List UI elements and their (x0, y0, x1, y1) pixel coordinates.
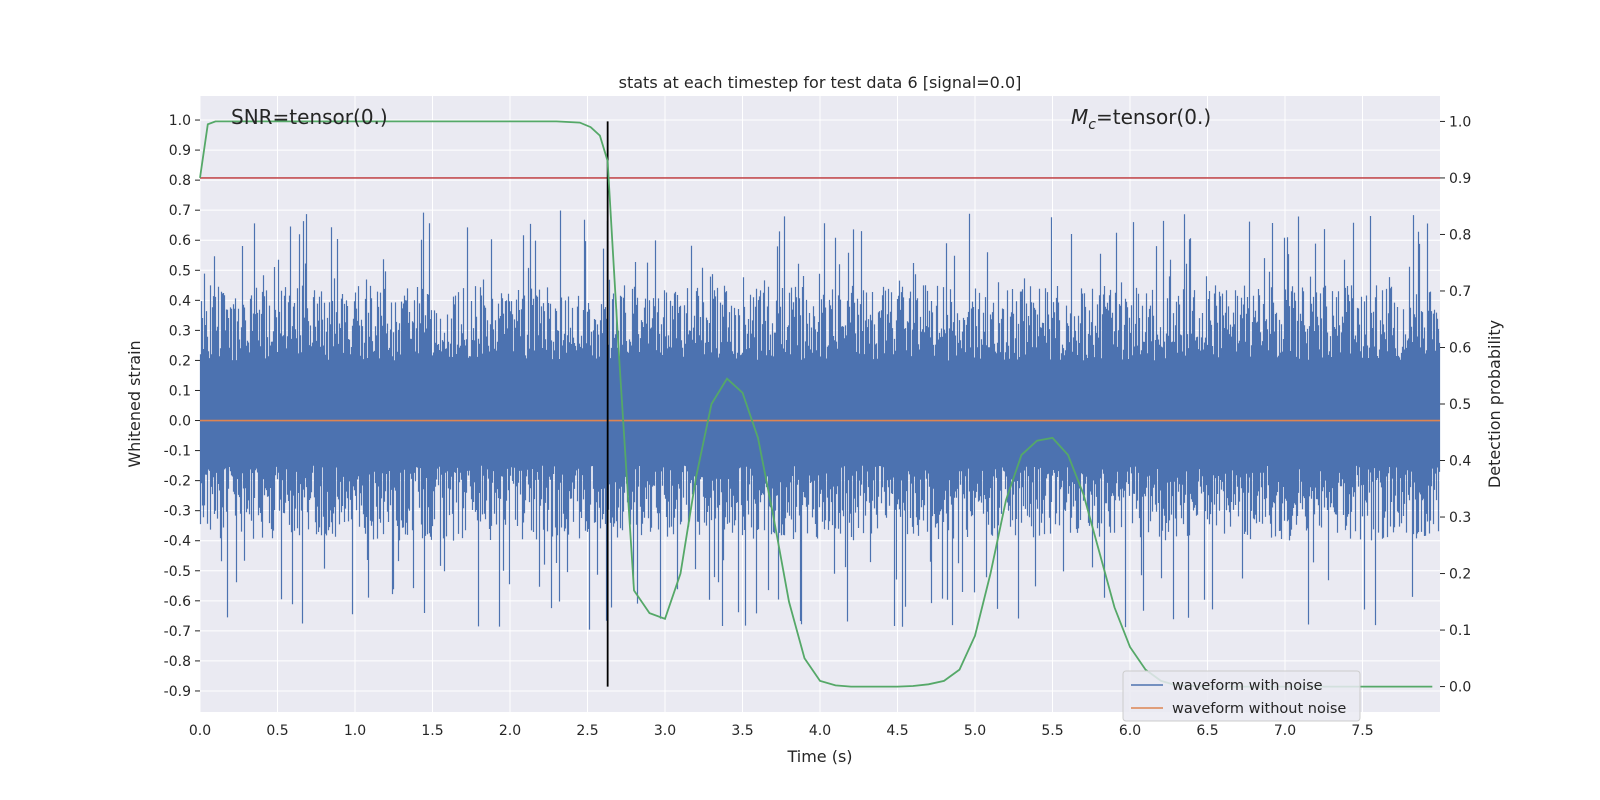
y2-axis-label: Detection probability (1485, 320, 1504, 488)
y2-tick-label: 0.9 (1449, 171, 1471, 187)
legend-label-noise: waveform with noise (1172, 678, 1323, 694)
y2-tick-label: 0.4 (1449, 454, 1471, 470)
y-tick-label: 0.6 (169, 233, 191, 249)
snr-annotation: SNR=tensor(0.) (231, 105, 388, 129)
x-tick-label: 1.5 (421, 723, 443, 739)
x-tick-label: 7.5 (1351, 723, 1373, 739)
y2-tick-label: 1.0 (1449, 114, 1471, 130)
x-tick-label: 1.0 (344, 723, 366, 739)
y-tick-label: -0.9 (164, 684, 191, 700)
y-axis-label: Whitened strain (125, 340, 144, 467)
legend-label-clean: waveform without noise (1172, 701, 1346, 717)
x-tick-label: 4.5 (886, 723, 908, 739)
x-tick-label: 4.0 (809, 723, 831, 739)
line-series (199, 120, 1440, 688)
y2-tick-label: 0.3 (1449, 510, 1471, 526)
legend-box (1122, 670, 1361, 722)
x-tick-label: 3.5 (731, 723, 753, 739)
x-tick-label: 6.5 (1196, 723, 1218, 739)
x-tick-label: 7.0 (1274, 723, 1296, 739)
y-tick-label: 0.8 (169, 173, 191, 189)
mc-symbol: M (1071, 105, 1088, 129)
y-tick-label: -0.6 (164, 594, 191, 610)
x-tick-label: 6.0 (1119, 723, 1141, 739)
x-tick-label: 0.5 (266, 723, 288, 739)
noise-series (199, 210, 1441, 630)
x-tick-label: 5.0 (964, 723, 986, 739)
legend: waveform with noise waveform without noi… (1122, 670, 1361, 722)
y2-tick-label: 0.5 (1449, 397, 1471, 413)
y-tick-label: 0.2 (169, 353, 191, 369)
y-tick-label: -0.2 (164, 474, 191, 490)
x-tick-label: 2.5 (576, 723, 598, 739)
x-axis-label: Time (s) (786, 747, 852, 766)
x-tick-label: 3.0 (654, 723, 676, 739)
y-tick-label: -0.8 (164, 654, 191, 670)
x-tick-label: 0.0 (189, 723, 211, 739)
y-tick-label: -0.7 (164, 624, 191, 640)
y-tick-label: 0.5 (169, 263, 191, 279)
y-tick-label: 0.3 (169, 323, 191, 339)
chart-title: stats at each timestep for test data 6 [… (619, 73, 1022, 92)
y-tick-label: 1.0 (169, 113, 191, 129)
y-tick-label: 0.7 (169, 203, 191, 219)
y-tick-label: -0.4 (164, 534, 191, 550)
mc-annotation: Mc=tensor(0.) (1071, 105, 1211, 133)
y2-tick-label: 0.8 (1449, 227, 1471, 243)
tick-labels: 0.0 0.5 1.0 1.5 2.0 2.5 3.0 3.5 4.0 4.5 5.0 5.5 6.0 6… (164, 113, 1472, 739)
y2-tick-label: 0.2 (1449, 567, 1471, 583)
mc-value: =tensor(0.) (1096, 105, 1211, 129)
noise-waveform (199, 210, 1441, 630)
y2-tick-label: 0.6 (1449, 340, 1471, 356)
x-tick-label: 5.5 (1041, 723, 1063, 739)
detection-probability-line (199, 120, 1433, 688)
x-tick-label: 2.0 (499, 723, 521, 739)
y2-tick-label: 0.7 (1449, 284, 1471, 300)
mc-subscript: c (1088, 117, 1096, 133)
y-tick-label: 0.9 (169, 143, 191, 159)
y-tick-label: 0.1 (169, 383, 191, 399)
y-tick-label: -0.1 (164, 444, 191, 460)
y-tick-label: 0.4 (169, 293, 191, 309)
y-tick-label: -0.5 (164, 564, 191, 580)
y-tick-label: -0.3 (164, 504, 191, 520)
y2-tick-label: 0.1 (1449, 623, 1471, 639)
y2-tick-label: 0.0 (1449, 680, 1471, 696)
y-tick-label: 0.0 (169, 414, 191, 430)
